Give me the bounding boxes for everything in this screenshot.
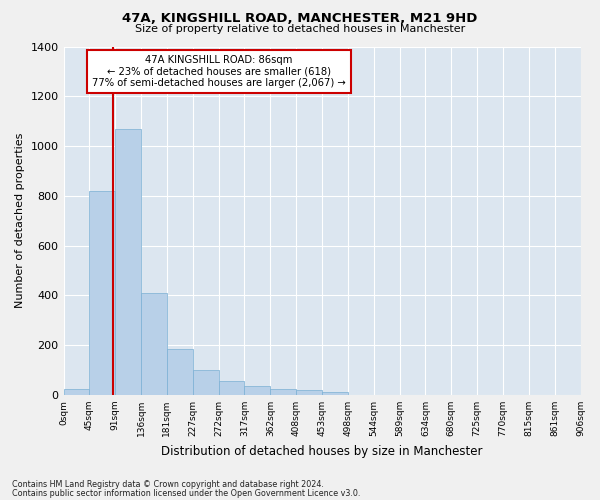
Y-axis label: Number of detached properties: Number of detached properties [15, 133, 25, 308]
Bar [296, 390, 322, 395]
Text: Contains public sector information licensed under the Open Government Licence v3: Contains public sector information licen… [12, 488, 361, 498]
Bar [64, 388, 89, 395]
Bar [167, 349, 193, 395]
Bar [141, 293, 167, 395]
Text: 47A, KINGSHILL ROAD, MANCHESTER, M21 9HD: 47A, KINGSHILL ROAD, MANCHESTER, M21 9HD [122, 12, 478, 26]
Bar [244, 386, 271, 395]
Text: Contains HM Land Registry data © Crown copyright and database right 2024.: Contains HM Land Registry data © Crown c… [12, 480, 324, 489]
Bar [218, 381, 244, 395]
Bar [115, 128, 141, 395]
Bar [193, 370, 218, 395]
Text: 47A KINGSHILL ROAD: 86sqm
← 23% of detached houses are smaller (618)
77% of semi: 47A KINGSHILL ROAD: 86sqm ← 23% of detac… [92, 55, 346, 88]
Text: Size of property relative to detached houses in Manchester: Size of property relative to detached ho… [135, 24, 465, 34]
Bar [89, 191, 115, 395]
Bar [322, 392, 348, 395]
X-axis label: Distribution of detached houses by size in Manchester: Distribution of detached houses by size … [161, 444, 483, 458]
Bar [271, 388, 296, 395]
